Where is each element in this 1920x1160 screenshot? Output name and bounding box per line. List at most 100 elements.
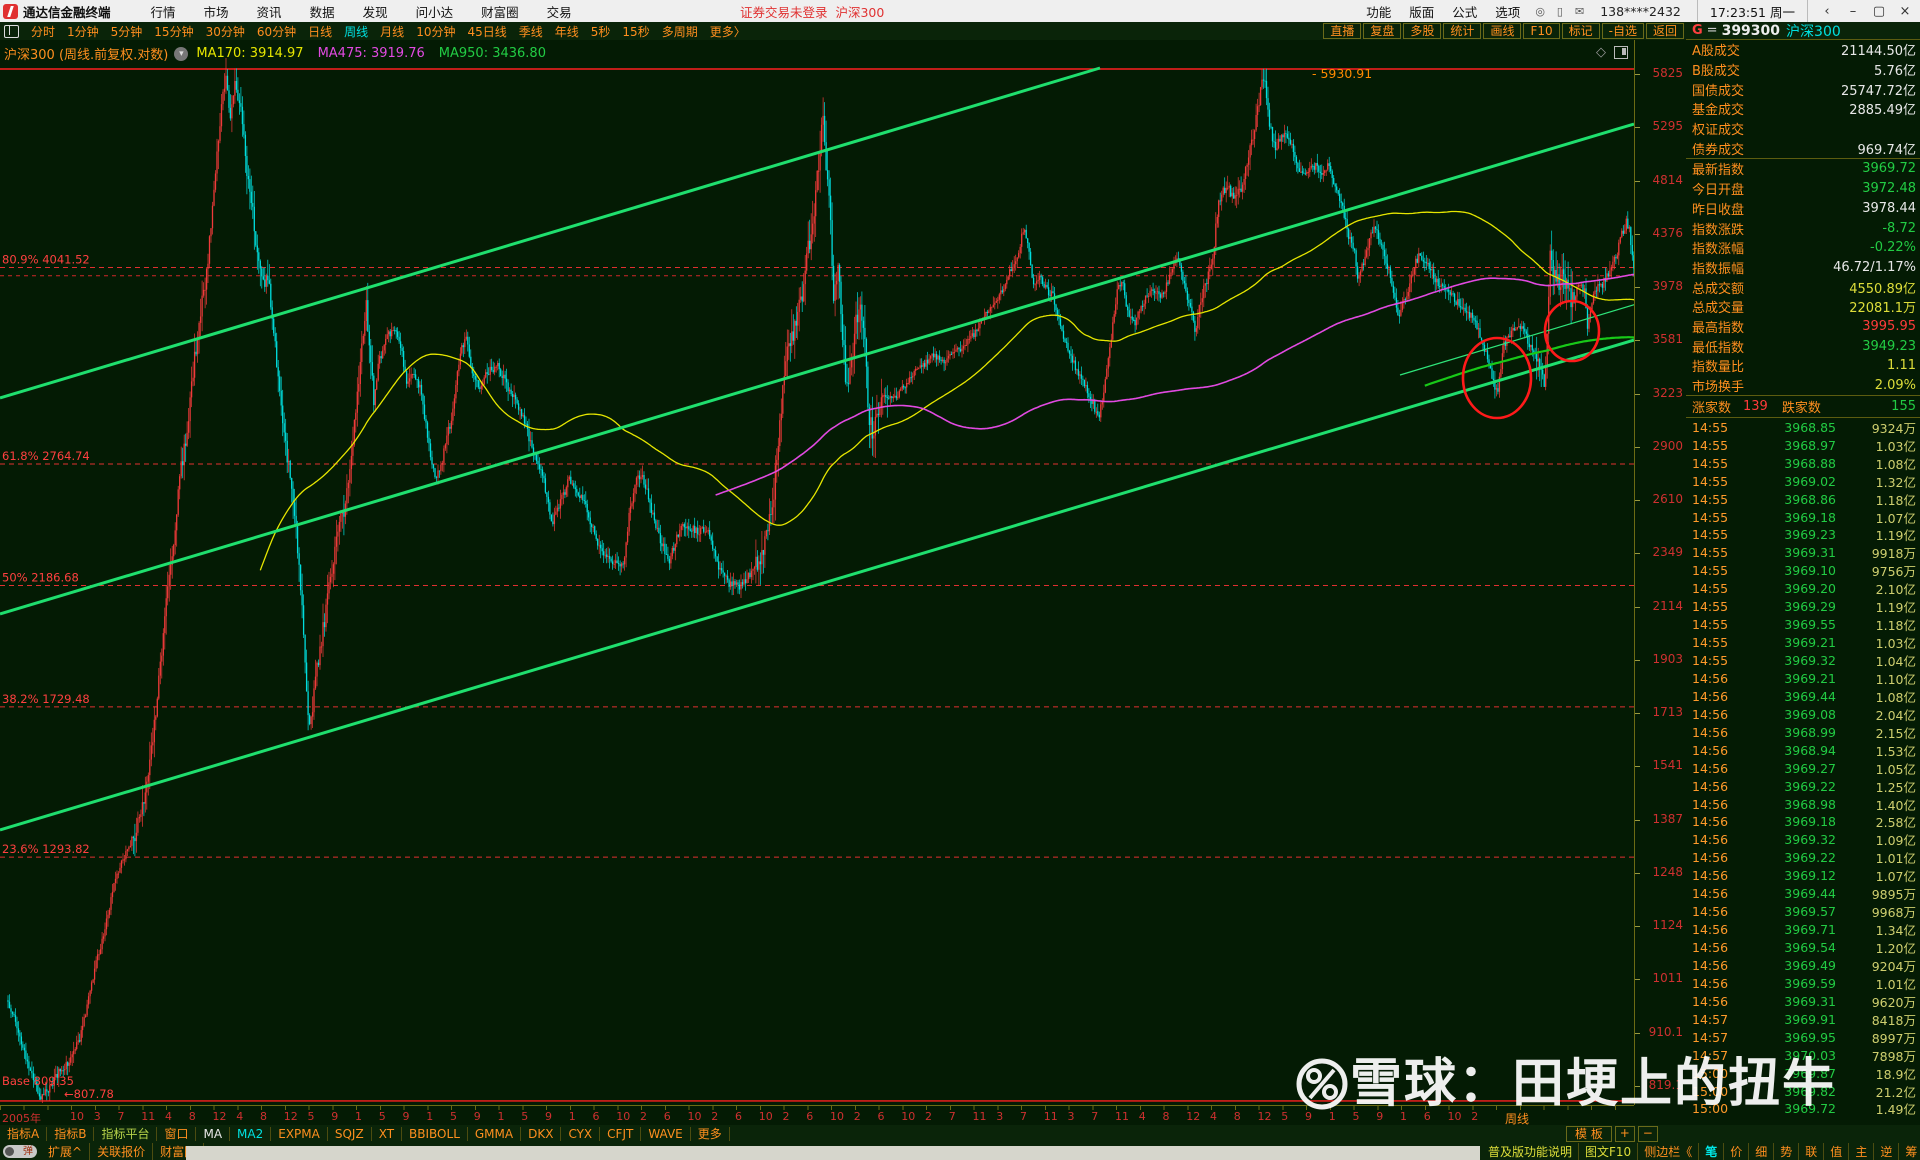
toolbar-button[interactable]: 统计 [1443, 23, 1482, 39]
close-button[interactable]: × [1899, 3, 1911, 19]
toolbar-button[interactable]: 返回 [1645, 23, 1684, 39]
period-tab[interactable]: 年线 [554, 24, 579, 39]
bottom-tab[interactable]: 联 [1799, 1143, 1825, 1160]
main-chart[interactable]: 80.9% 4041.52 61.8% 2764.74 50% 2186.68 38.… [0, 40, 1634, 1105]
zoom-in-button[interactable]: + [1614, 1126, 1635, 1142]
period-tab[interactable]: 多周期 [661, 24, 698, 39]
indicator-tab[interactable]: 指标B [47, 1127, 95, 1141]
template-button[interactable]: 模 板 [1566, 1126, 1612, 1142]
stat-row: 权证成交 [1692, 123, 1745, 139]
tick-row: 14:57 3969.91 8418万 [1692, 1011, 1916, 1028]
period-tab[interactable]: 分时 [31, 24, 56, 39]
quote-panel-header[interactable]: G = 399300 沪深300 [1686, 22, 1920, 40]
time-axis[interactable]: 2005年 10 3 7 11 4 8 12 4 8 12 5 9 1 5 9 1 5 9 1 5 9 1 6 10 2 6 10 2 6… [0, 1105, 1634, 1126]
menu-item[interactable]: 市场 [203, 4, 229, 20]
period-tab[interactable]: 季线 [518, 24, 543, 39]
period-tab[interactable]: 5分钟 [110, 24, 143, 39]
indicator-tab[interactable]: 窗口 [157, 1127, 197, 1141]
menu-item[interactable]: 版面 [1409, 4, 1435, 20]
menu-item[interactable]: 财富圈 [481, 4, 519, 20]
indicator-tab[interactable]: 更多 [691, 1127, 730, 1141]
menu-item[interactable]: 选项 [1495, 4, 1521, 20]
indicator-tab[interactable]: DKX [521, 1127, 562, 1141]
candlestick-chart[interactable]: 80.9% 4041.52 61.8% 2764.74 50% 2186.68 38.… [0, 40, 1634, 1105]
message-icon[interactable]: ✉ [1574, 4, 1585, 18]
time-axis-label: 12 [283, 1110, 298, 1123]
bottom-tab[interactable]: 逆 [1874, 1143, 1900, 1160]
bottom-tab[interactable]: 图文F10 [1579, 1143, 1639, 1160]
bottom-tab[interactable]: 筹 [1899, 1143, 1920, 1160]
menu-item[interactable]: 发现 [362, 4, 388, 20]
maximize-button[interactable]: ▢ [1872, 3, 1886, 19]
bottom-bar-item[interactable]: 关联报价 [90, 1143, 154, 1160]
period-tab[interactable]: 1分钟 [67, 24, 99, 39]
bottom-tab[interactable]: 普及版功能说明 [1482, 1143, 1580, 1160]
bottom-tab[interactable]: 侧边栏《 [1638, 1143, 1700, 1160]
indicator-tab[interactable]: WAVE [641, 1127, 691, 1141]
price-axis[interactable]: 5825 5295 4814 4376 3978 3581 3223 2900 2610 2349… [1634, 40, 1688, 1105]
menu-item[interactable]: 交易 [546, 4, 572, 20]
panel-toggle-icon[interactable] [4, 24, 19, 38]
split-window-icon[interactable] [1614, 46, 1628, 59]
toolbar-button[interactable]: 复盘 [1363, 23, 1402, 39]
indicator-tab[interactable]: CYX [561, 1127, 601, 1141]
period-tab[interactable]: 日线 [308, 24, 333, 39]
price-axis-label: 3581 [1652, 332, 1683, 347]
diamond-marker-icon[interactable]: ◇ [1596, 45, 1606, 60]
indicator-tab[interactable]: MA [196, 1127, 231, 1141]
tick-row: 14:56 3969.18 2.58亿 [1692, 814, 1916, 831]
account-phone[interactable]: 138****2432 [1600, 3, 1681, 19]
period-tab[interactable]: 15秒 [622, 24, 650, 39]
indicator-tab[interactable]: XT [372, 1127, 403, 1141]
zoom-out-button[interactable]: − [1637, 1126, 1658, 1142]
menu-item[interactable]: 功能 [1366, 4, 1392, 20]
period-tab[interactable]: 45日线 [467, 24, 507, 39]
indicator-tab[interactable]: EXPMA [271, 1127, 328, 1141]
period-tab[interactable]: 30分钟 [205, 24, 245, 39]
popup-toggle[interactable]: 弹 [3, 1145, 37, 1158]
price-tick [1635, 500, 1640, 502]
bottom-tab[interactable]: 笔 [1699, 1143, 1725, 1160]
indicator-tab[interactable]: 指标平台 [94, 1127, 158, 1141]
tick-row: 14:55 3969.23 1.19亿 [1692, 527, 1916, 544]
support-icon[interactable]: ◎ [1535, 4, 1545, 18]
bottom-tab[interactable]: 主 [1849, 1143, 1875, 1160]
minimize-button[interactable]: – [1849, 3, 1857, 19]
bottom-tab[interactable]: 细 [1749, 1143, 1775, 1160]
menu-item[interactable]: 数据 [309, 4, 335, 20]
period-tab[interactable]: 5秒 [590, 24, 611, 39]
indicator-tab[interactable]: CFJT [600, 1127, 642, 1141]
period-tab[interactable]: 10分钟 [416, 24, 456, 39]
toolbar-button[interactable]: 多股 [1403, 23, 1442, 39]
indicator-tab[interactable]: MA2 [230, 1127, 272, 1141]
period-tab[interactable]: 周线 [344, 24, 369, 39]
toolbar-button[interactable]: 画线 [1483, 23, 1522, 39]
period-tab[interactable]: 月线 [380, 24, 405, 39]
menu-item[interactable]: 行情 [150, 4, 176, 20]
tick-row: 14:57 3969.95 8997万 [1692, 1029, 1916, 1046]
chevron-down-icon[interactable]: ▾ [174, 46, 189, 61]
menu-item[interactable]: 资讯 [256, 4, 282, 20]
period-tab[interactable]: 更多〉 [709, 24, 746, 39]
toolbar-button[interactable]: 直播 [1323, 23, 1362, 39]
period-tab[interactable]: 15分钟 [154, 24, 194, 39]
bottom-bar-item[interactable]: 扩展^ [41, 1143, 91, 1160]
period-tab[interactable]: 60分钟 [256, 24, 297, 39]
toolbar-button[interactable]: F10 [1523, 23, 1560, 39]
toolbar-button[interactable]: -自选 [1601, 23, 1644, 39]
indicator-tab[interactable]: GMMA [468, 1127, 522, 1141]
bottom-tab[interactable]: 值 [1824, 1143, 1850, 1160]
collapse-button[interactable]: ‹ [1824, 3, 1830, 19]
bottom-tab[interactable]: 势 [1774, 1143, 1800, 1160]
bottom-tab[interactable]: 价 [1724, 1143, 1750, 1160]
indicator-tab[interactable]: SQJZ [328, 1127, 372, 1141]
tick-list[interactable]: 14:55 3968.85 9324万 14:55 3968.97 1.03亿 … [1686, 418, 1920, 1118]
chart-header: 沪深300 (周线.前复权.对数) ▾ MA170: 3914.97 MA475… [4, 44, 560, 63]
indicator-tab[interactable]: 指标A [0, 1127, 48, 1141]
menu-item[interactable]: 问小达 [415, 4, 454, 20]
toolbar-button[interactable]: 标记 [1561, 23, 1600, 39]
indicator-tab[interactable]: BBIBOLL [402, 1127, 468, 1141]
menu-item[interactable]: 公式 [1452, 4, 1478, 20]
mobile-icon[interactable]: ▯ [1556, 4, 1563, 18]
